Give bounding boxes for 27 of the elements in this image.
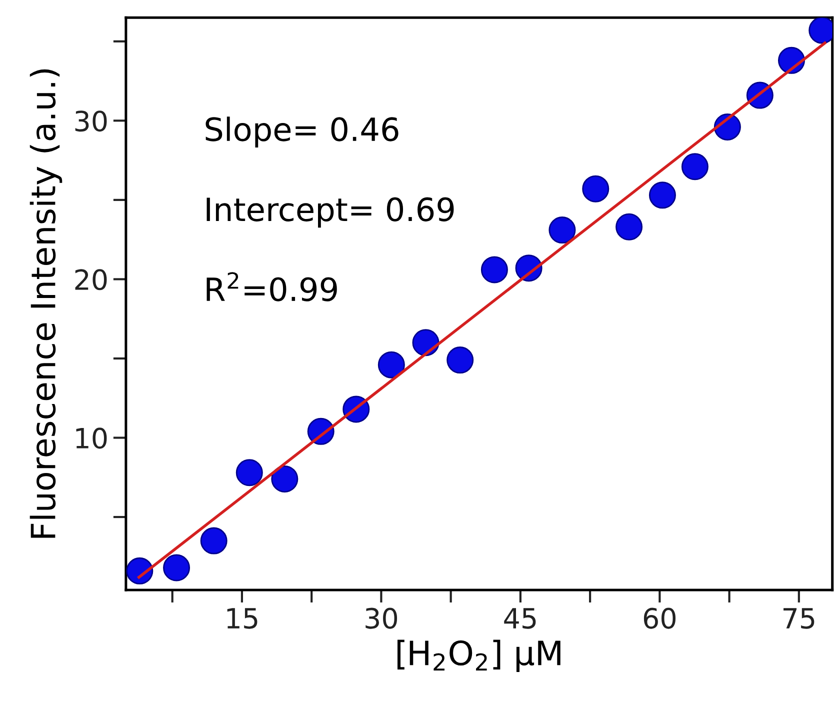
point	[681, 153, 708, 180]
point	[163, 554, 190, 582]
x-tick-label: 30	[366, 608, 398, 629]
point	[236, 459, 263, 486]
point	[548, 216, 576, 244]
point	[126, 557, 154, 584]
point	[378, 351, 405, 378]
y-tick-label: 10	[76, 428, 107, 449]
x-tick-label: 45	[504, 608, 536, 629]
point	[648, 182, 676, 209]
point	[480, 256, 508, 284]
annotation: R$^{2}$=0.99	[206, 272, 337, 302]
y-tick-label: 20	[75, 269, 107, 290]
x-tick-label: 75	[784, 608, 814, 629]
x-tick-label: 15	[227, 608, 258, 629]
point	[412, 329, 440, 356]
point	[200, 527, 228, 554]
y-axis-title: Fluorescence Intensity (a.u.)	[30, 69, 62, 538]
annotation: Intercept= 0.69	[206, 197, 454, 228]
point	[616, 213, 643, 240]
x-tick-label: 60	[644, 608, 676, 629]
annotation: Slope= 0.46	[206, 116, 398, 148]
y-tick-label: 30	[75, 110, 107, 132]
point	[271, 465, 298, 492]
point	[582, 175, 610, 202]
x-axis-title: [H$_{2}$O$_{2}$] μM	[398, 640, 560, 672]
point	[446, 346, 474, 374]
